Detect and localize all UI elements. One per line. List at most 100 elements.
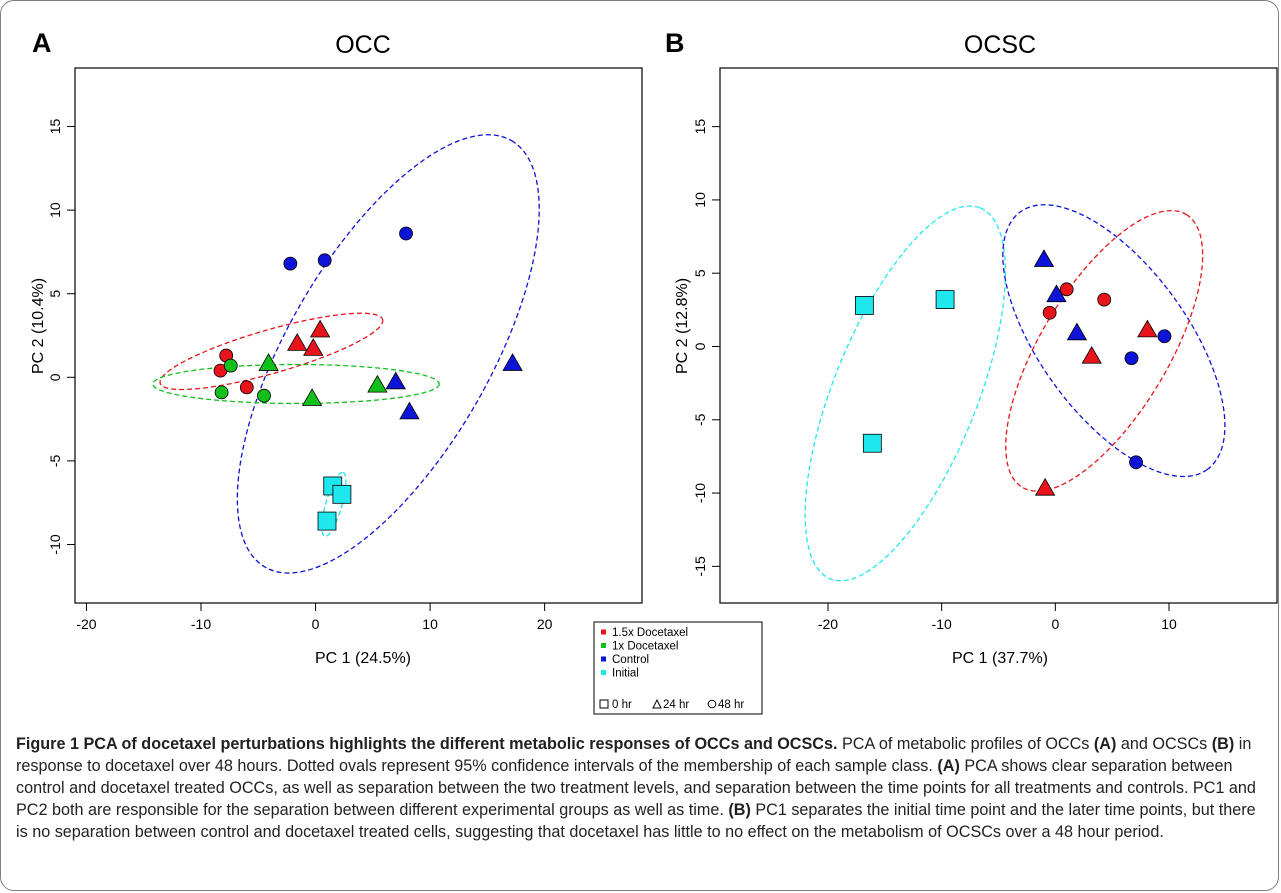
data-point-triangle <box>1081 345 1102 364</box>
figure-caption: Figure 1 PCA of docetaxel perturbations … <box>16 733 1271 843</box>
caption-text-5: PC1 separates the initial time point and… <box>16 801 1256 841</box>
panel-b-plot: -20 -10 0 10 -15 -10 -5 0 5 10 15 <box>692 67 1278 632</box>
data-point-triangle <box>1033 249 1055 267</box>
data-point-triangle <box>301 388 323 406</box>
legend-label: Control <box>612 654 649 666</box>
panel-a: A OCC PC 2 (10.4%) PC 1 (24.5%) -20 -10 0 1… <box>30 28 643 667</box>
square-marker-icon <box>599 699 609 709</box>
caption-text-3: in response to docetaxel over 48 hours. … <box>16 735 1252 775</box>
data-point-triangle <box>309 319 331 338</box>
data-point-triangle <box>1137 319 1158 338</box>
confidence-ellipse-cyan <box>804 205 1007 582</box>
legend-0hr-label: 0 hr <box>612 699 632 711</box>
panel-b-xlabel: PC 1 (37.7%) <box>952 650 1048 667</box>
legend-swatch-red <box>601 629 606 635</box>
legend-label: 1.5x Docetaxel <box>612 627 688 639</box>
data-point-circle <box>239 380 254 395</box>
x-tick-label: -10 <box>191 616 211 632</box>
caption-ref-a1: (A) <box>1093 735 1117 753</box>
data-point-circle <box>1157 329 1172 344</box>
y-tick-label: 10 <box>47 202 63 218</box>
data-point-triangle <box>1034 477 1056 496</box>
panel-a-xlabel: PC 1 (24.5%) <box>315 650 411 667</box>
data-point-circle <box>1097 292 1112 307</box>
data-point-circle <box>1124 351 1139 366</box>
y-tick-label: 5 <box>692 269 708 277</box>
y-tick-label: -15 <box>692 556 708 576</box>
x-tick-label: -20 <box>76 616 96 632</box>
data-point-circle <box>317 253 332 268</box>
caption-text-4: PCA shows clear separation between contr… <box>16 757 1256 819</box>
panel-b-title: OCSC <box>964 31 1036 59</box>
caption-ref-b2: (B) <box>728 801 751 819</box>
data-point-triangle <box>399 401 420 420</box>
panel-a-ylabel: PC 2 (10.4%) <box>30 278 47 374</box>
panel-b-letter: B <box>665 28 685 58</box>
legend-48hr-label: 48 hr <box>718 699 744 711</box>
data-point-triangle <box>287 333 308 351</box>
data-point-triangle <box>303 338 324 356</box>
caption-ref-a2: (A) <box>937 757 960 775</box>
data-point-square <box>332 484 352 504</box>
data-point-circle <box>399 226 413 241</box>
data-point-square <box>935 290 955 309</box>
data-point-triangle <box>1046 284 1067 303</box>
data-point-circle <box>257 388 271 403</box>
data-point-triangle <box>258 353 279 371</box>
legend-swatch-blue <box>601 656 606 662</box>
confidence-ellipse-blue <box>1002 204 1226 478</box>
data-point-circle <box>1042 305 1057 320</box>
panel-b-plot-border <box>719 67 1278 604</box>
y-tick-label: 15 <box>47 119 63 135</box>
data-point-triangle <box>367 374 388 393</box>
x-tick-label: 0 <box>312 616 320 632</box>
y-tick-label: -5 <box>47 454 63 467</box>
panel-a-plot-border <box>74 67 643 604</box>
panel-b-ylabel: PC 2 (12.8%) <box>674 278 691 374</box>
x-tick-label: 10 <box>422 616 438 632</box>
data-point-circle <box>214 385 229 400</box>
data-point-square <box>854 296 874 315</box>
x-tick-label: 10 <box>1161 616 1177 632</box>
confidence-ellipse-blue <box>236 134 540 574</box>
x-tick-label: 0 <box>1051 616 1059 632</box>
data-point-circle <box>1129 455 1143 470</box>
y-tick-label: -10 <box>47 534 63 554</box>
confidence-ellipse-green <box>152 363 440 405</box>
caption-text-2: and OCSCs <box>1116 735 1212 753</box>
panel-a-title: OCC <box>335 31 391 59</box>
legend-swatch-cyan <box>601 670 606 675</box>
legend-24hr-label: 24 hr <box>663 699 689 711</box>
circle-marker-icon <box>707 699 717 709</box>
data-point-square <box>317 511 337 531</box>
data-point-triangle <box>385 371 406 390</box>
x-tick-label: -20 <box>818 616 838 632</box>
panel-b: B OCSC PC 2 (12.8%) PC 1 (37.7%) -20 -10 0… <box>665 28 1278 667</box>
confidence-ellipse-red <box>159 312 384 391</box>
y-tick-label: 10 <box>692 192 708 208</box>
y-tick-label: -10 <box>692 483 708 503</box>
x-tick-label: 20 <box>537 616 553 632</box>
y-tick-label: 0 <box>692 342 708 350</box>
confidence-ellipse-cyan <box>321 471 347 538</box>
y-tick-label: -5 <box>692 413 708 426</box>
data-point-triangle <box>1066 322 1088 341</box>
panel-a-letter: A <box>32 28 52 58</box>
y-tick-label: 5 <box>47 290 63 298</box>
y-tick-label: 0 <box>47 373 63 381</box>
confidence-ellipse-red <box>1005 209 1204 492</box>
triangle-marker-icon <box>652 698 662 709</box>
caption-text-1: PCA of metabolic profiles of OCCs <box>837 735 1094 753</box>
data-point-circle <box>1059 282 1074 297</box>
caption-title: Figure 1 PCA of docetaxel perturbations … <box>16 735 838 753</box>
data-point-triangle <box>502 353 523 371</box>
data-point-square <box>862 433 882 453</box>
legend-shape-row: 0 hr 24 hr 48 hr <box>599 698 744 711</box>
caption-ref-b1: (B) <box>1211 735 1235 753</box>
data-point-circle <box>223 358 238 373</box>
data-point-circle <box>283 256 298 271</box>
x-tick-label: -10 <box>932 616 952 632</box>
